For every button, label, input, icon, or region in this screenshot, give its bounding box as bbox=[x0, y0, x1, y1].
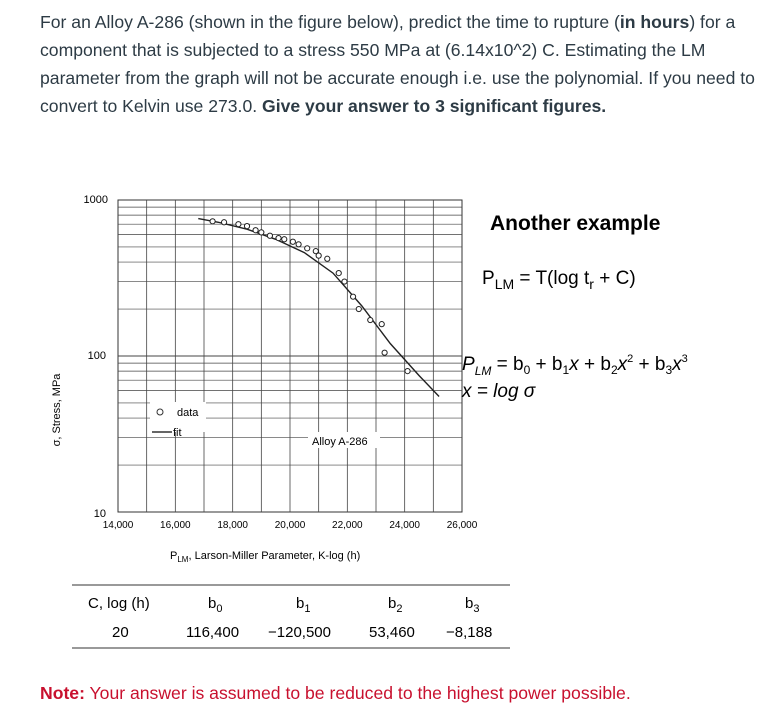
x-tick-labels: 14,000 16,000 18,000 20,000 22,000 24,000 26,0… bbox=[103, 520, 478, 531]
table-cell-c: 20 bbox=[112, 624, 129, 641]
larson-miller-chart: σ, Stress, MPa 1000 100 10 14,000 16,000 1… bbox=[51, 194, 688, 649]
legend-box bbox=[150, 402, 206, 432]
example-title: Another example bbox=[490, 212, 660, 235]
x-tick-label: 14,000 bbox=[103, 520, 134, 531]
table-header-b1: b1 bbox=[296, 595, 310, 615]
table-cell-b3: −8,188 bbox=[446, 624, 492, 641]
data-point bbox=[381, 349, 388, 356]
data-series bbox=[209, 218, 411, 375]
table-cell-b1: −120,500 bbox=[268, 624, 331, 641]
data-point bbox=[335, 269, 342, 277]
table-cell-b2: 53,460 bbox=[369, 624, 415, 641]
example-eq2: PLM = b0 + b1x + b2x2 + b3x3 bbox=[462, 353, 688, 378]
data-point bbox=[312, 248, 319, 255]
fit-series bbox=[198, 217, 440, 397]
eq1-rest: = T(log t bbox=[514, 268, 590, 289]
data-point bbox=[209, 218, 216, 225]
x-axis-label: PLM, Larson-Miller Parameter, K-log (h) bbox=[170, 550, 360, 564]
eq2-sub: LM bbox=[475, 364, 492, 378]
x-tick-label: 20,000 bbox=[275, 520, 306, 531]
example-eq3: x = log σ bbox=[461, 381, 537, 402]
data-point bbox=[252, 227, 259, 234]
question-bold-2: Give your answer to 3 significant figure… bbox=[262, 96, 607, 116]
table-header-c: C, log (h) bbox=[88, 595, 150, 612]
eq1-sub: LM bbox=[495, 276, 514, 292]
x-axis-label-sub: LM bbox=[177, 555, 188, 564]
data-point bbox=[289, 238, 296, 245]
data-point bbox=[258, 229, 265, 236]
eq1-end: + C) bbox=[594, 268, 636, 289]
data-point bbox=[304, 245, 311, 252]
legend-fit-label: fit bbox=[173, 427, 182, 439]
x-tick-label: 26,000 bbox=[447, 520, 478, 531]
data-point bbox=[324, 255, 331, 262]
x-tick-label: 18,000 bbox=[217, 520, 248, 531]
table-header-b3: b3 bbox=[465, 595, 479, 615]
x-tick-label: 16,000 bbox=[160, 520, 191, 531]
grid bbox=[118, 200, 462, 512]
note-text: Your answer is assumed to be reduced to … bbox=[84, 683, 631, 703]
data-point bbox=[315, 252, 322, 259]
x-axis-label-p: P bbox=[170, 550, 177, 562]
data-point bbox=[349, 293, 357, 300]
data-point bbox=[266, 232, 274, 239]
question-bold-1: in hours bbox=[619, 12, 690, 32]
figure: σ, Stress, MPa 1000 100 10 14,000 16,000 1… bbox=[0, 180, 771, 660]
data-point bbox=[220, 219, 228, 226]
note: Note: Your answer is assumed to be reduc… bbox=[40, 683, 631, 704]
eq1-r: r bbox=[589, 276, 594, 292]
table-header-b2: b2 bbox=[388, 595, 402, 615]
y-tick-label: 1000 bbox=[84, 194, 108, 206]
data-point bbox=[355, 305, 362, 313]
alloy-label-bg bbox=[308, 432, 380, 448]
fit-line bbox=[198, 217, 440, 397]
data-point bbox=[281, 236, 288, 243]
data-point bbox=[378, 321, 385, 328]
data-point bbox=[295, 241, 302, 248]
x-axis-label-rest: , Larson-Miller Parameter, K-log (h) bbox=[188, 550, 360, 562]
eq2-rest: = b bbox=[491, 354, 523, 375]
example-eq1: PLM = T(log tr + C) bbox=[482, 268, 636, 292]
legend-data-label: data bbox=[177, 407, 199, 419]
x-tick-label: 22,000 bbox=[332, 520, 363, 531]
data-point bbox=[275, 234, 282, 242]
table-header-b0: b0 bbox=[208, 595, 222, 615]
x-tick-label: 24,000 bbox=[389, 520, 420, 531]
table-cell-b0: 116,400 bbox=[186, 624, 239, 641]
data-point bbox=[341, 278, 348, 285]
data-point bbox=[367, 316, 374, 324]
eq2-p: P bbox=[462, 354, 475, 375]
y-tick-label: 100 bbox=[88, 350, 106, 362]
note-label: Note: bbox=[40, 683, 85, 703]
alloy-label: Alloy A-286 bbox=[312, 436, 368, 448]
y-axis-label: σ, Stress, MPa bbox=[51, 373, 63, 447]
question-part-2: ) for a component that is subjected to a… bbox=[40, 12, 755, 116]
question-text: For an Alloy A-286 (shown in the figure … bbox=[40, 8, 765, 120]
eq1-p: P bbox=[482, 268, 495, 289]
data-point bbox=[404, 368, 411, 375]
question-part-1: For an Alloy A-286 (shown in the figure … bbox=[40, 12, 620, 32]
data-point bbox=[235, 221, 242, 228]
y-tick-label: 10 bbox=[94, 508, 106, 520]
data-point bbox=[243, 223, 251, 230]
legend-data-marker bbox=[156, 408, 164, 416]
